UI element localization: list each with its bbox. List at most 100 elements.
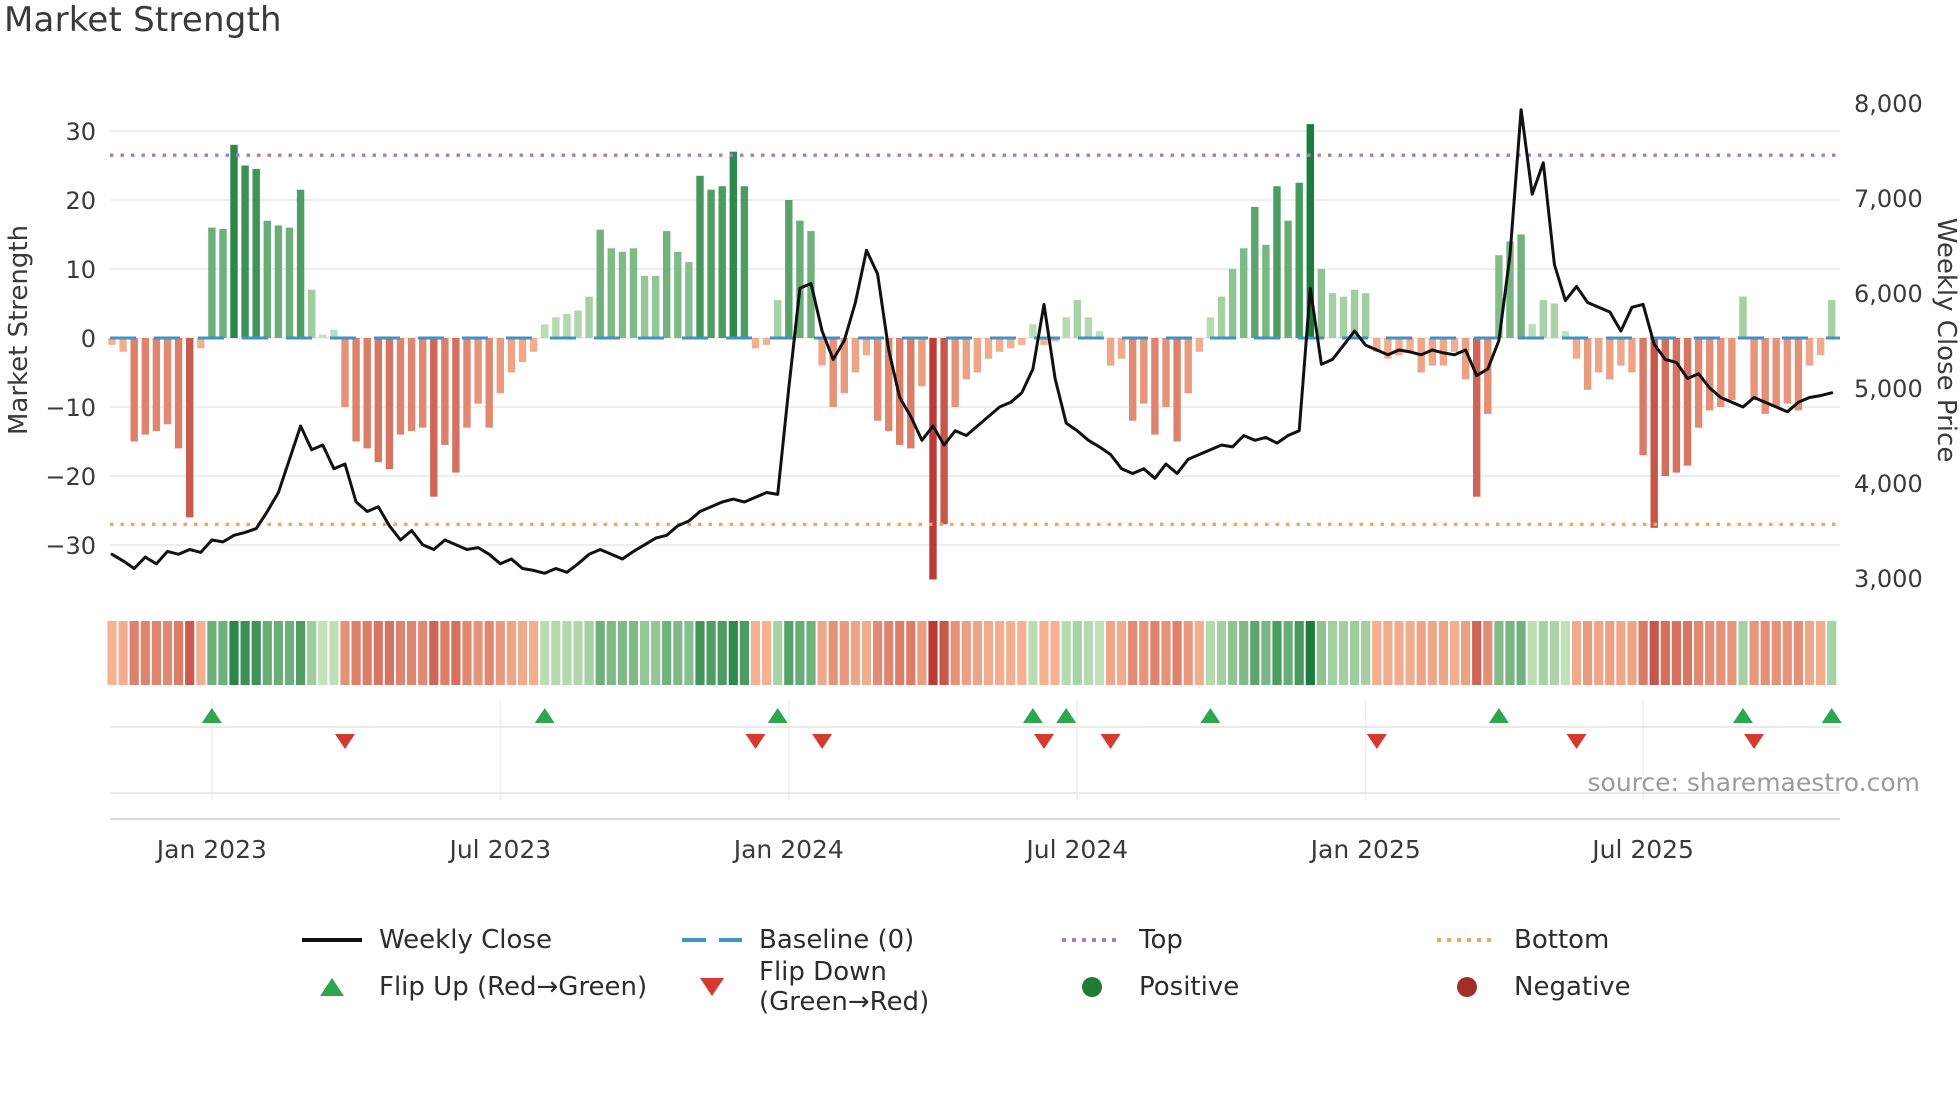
heatmap-cell xyxy=(395,621,406,685)
strength-bar xyxy=(585,296,593,338)
strength-bar xyxy=(1273,186,1281,338)
strength-bar xyxy=(1461,338,1470,380)
heatmap-cell xyxy=(1749,621,1759,685)
right-axis-tick: 3,000 xyxy=(1854,565,1923,593)
strength-bar xyxy=(962,338,970,380)
flip-up-marker xyxy=(1200,708,1221,723)
heatmap-cell xyxy=(1793,621,1803,685)
heatmap-cell xyxy=(695,621,705,685)
heatmap-cell xyxy=(983,621,994,685)
strength-bar xyxy=(1672,338,1681,473)
heatmap-cell xyxy=(773,621,783,685)
heatmap-cell xyxy=(928,621,938,685)
heatmap-cell xyxy=(1516,621,1526,685)
strength-bar xyxy=(1495,255,1503,338)
heatmap-cell xyxy=(795,621,805,685)
heatmap-cell xyxy=(484,621,494,685)
heatmap-cell xyxy=(495,621,505,685)
strength-bar xyxy=(1240,248,1248,338)
flip-up-marker xyxy=(1821,708,1842,723)
strength-bar xyxy=(296,189,305,338)
legend-label: Positive xyxy=(1139,971,1240,1002)
chart-legend: Weekly Close Baseline (0) Top Bottom Fli… xyxy=(300,916,1735,1017)
strength-bar xyxy=(629,248,638,338)
heatmap-cell xyxy=(362,621,372,685)
strength-bar xyxy=(574,310,582,338)
strength-bar xyxy=(1816,338,1825,356)
strength-bar xyxy=(174,338,183,449)
heatmap-cell xyxy=(584,621,594,685)
heatmap-cell xyxy=(1039,621,1049,685)
heatmap-cell xyxy=(118,621,128,685)
flip-down-marker xyxy=(1366,734,1387,749)
heatmap-cell xyxy=(1094,621,1105,685)
heatmap-cell xyxy=(1605,621,1615,685)
legend-label: Flip Down (Green→Red) xyxy=(759,956,930,1017)
heatmap-cell xyxy=(1727,621,1737,685)
strength-bar xyxy=(1694,338,1703,428)
reference-lines xyxy=(110,153,1840,526)
heatmap-cell xyxy=(1716,621,1726,685)
heatmap-cell xyxy=(1804,621,1815,685)
strength-bar xyxy=(1517,234,1525,338)
flip-up-marker xyxy=(201,708,222,723)
strength-bar xyxy=(441,338,449,445)
x-axis-tick: Jan 2023 xyxy=(155,835,267,864)
strength-bar xyxy=(230,144,238,338)
strength-bar xyxy=(907,338,915,449)
heatmap-cell xyxy=(662,621,672,685)
strength-bar xyxy=(552,317,560,338)
heatmap-cell xyxy=(1660,621,1670,685)
heatmap-cell xyxy=(1283,621,1293,685)
strength-bar xyxy=(851,338,860,373)
heatmap-cell xyxy=(1594,621,1604,685)
heatmap-cell xyxy=(1682,621,1693,685)
heatmap-cell xyxy=(1216,621,1227,685)
right-axis-tick: 4,000 xyxy=(1854,470,1923,498)
strength-bar xyxy=(208,227,216,338)
heatmap-cell xyxy=(1638,621,1648,685)
strength-bar xyxy=(341,338,349,407)
heatmap-cell xyxy=(1194,621,1204,685)
heatmap-cell xyxy=(373,621,383,685)
strength-bar xyxy=(130,338,138,442)
heatmap-strip xyxy=(107,621,1837,685)
marker-panel xyxy=(110,700,1842,820)
heatmap-cell xyxy=(1760,621,1770,685)
heatmap-cell xyxy=(462,621,472,685)
heatmap-cell xyxy=(1472,621,1482,685)
left-axis-tick: −30 xyxy=(45,532,96,560)
strength-bar xyxy=(563,313,571,338)
strength-bar xyxy=(363,338,371,449)
heatmap-cell xyxy=(1172,621,1182,685)
strength-bar xyxy=(840,338,848,394)
strength-bar xyxy=(596,229,604,338)
strength-bar xyxy=(263,220,271,338)
strength-bar xyxy=(1750,338,1758,401)
strength-bar xyxy=(696,175,704,338)
heatmap-cell xyxy=(1782,621,1792,685)
heatmap-cell xyxy=(906,621,916,685)
heatmap-cell xyxy=(1028,621,1038,685)
negative-dot-icon xyxy=(1457,976,1477,997)
strength-bar xyxy=(1295,182,1303,339)
heatmap-cell xyxy=(1139,621,1149,685)
strength-bar xyxy=(862,338,871,356)
heatmap-cell xyxy=(673,621,683,685)
strength-bar xyxy=(1683,338,1692,466)
strength-bar xyxy=(119,338,127,352)
right-axis-tick: 5,000 xyxy=(1854,375,1923,403)
strength-bar xyxy=(1606,338,1614,380)
strength-bar xyxy=(152,338,161,432)
strength-bar xyxy=(1384,338,1392,359)
bars-layer xyxy=(108,124,1836,580)
flip-up-marker xyxy=(1732,708,1753,723)
flip-down-marker xyxy=(745,734,766,749)
strength-bar xyxy=(640,275,649,338)
heatmap-cell xyxy=(162,621,173,685)
heatmap-cell xyxy=(1527,621,1537,685)
legend-label: Flip Up (Red→Green) xyxy=(379,971,648,1002)
heatmap-cell xyxy=(506,621,516,685)
right-axis-tick: 8,000 xyxy=(1854,90,1923,118)
strength-bar xyxy=(285,227,294,338)
